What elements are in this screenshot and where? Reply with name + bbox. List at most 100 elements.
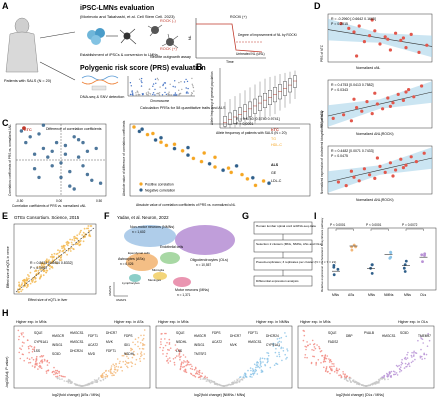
h-point <box>40 355 43 357</box>
c-ylabel-left: Correlation coefficients of PRS vs. norm… <box>8 124 12 196</box>
h-point <box>18 335 21 338</box>
h-point <box>189 367 192 370</box>
h-point <box>54 369 57 372</box>
d-point <box>420 84 424 88</box>
e-point <box>83 227 86 230</box>
manhattan-point <box>169 94 171 96</box>
h-point <box>96 379 98 381</box>
h-point <box>390 370 393 373</box>
h-point <box>389 372 391 375</box>
h-point <box>63 380 66 382</box>
h-point <box>139 357 141 360</box>
umap-cluster-lymph <box>129 274 141 282</box>
c-right-point <box>202 150 207 156</box>
d-stats-r: R = 0.4753 [0.0413 0.7582] <box>331 83 374 87</box>
manhattan-point <box>154 94 156 96</box>
d-point <box>425 43 429 47</box>
h-point <box>143 334 145 337</box>
h-point <box>316 344 318 346</box>
h-point <box>206 378 208 381</box>
h-point <box>101 373 104 375</box>
h-point <box>392 370 395 373</box>
h-point <box>22 332 24 334</box>
manhattan-point <box>174 86 176 88</box>
h-point <box>94 381 96 383</box>
h-point <box>185 371 188 374</box>
e-point <box>48 259 50 261</box>
c-label-als: ALS <box>271 163 279 167</box>
f-count-as: n = 6,026 <box>120 262 134 266</box>
h-point <box>34 365 36 368</box>
c-legend: Positive correlation Negative correlatio… <box>139 182 175 193</box>
panel-a-letter: A <box>2 1 9 11</box>
h-point <box>338 374 340 377</box>
manhattan-point <box>178 81 180 84</box>
e-point <box>65 243 68 246</box>
d-regression-line <box>327 29 433 47</box>
h-point <box>32 358 35 361</box>
h-point <box>56 369 58 372</box>
h-gene-label: ACAT2 <box>212 340 222 344</box>
h-point <box>238 380 240 383</box>
h-point <box>140 351 143 353</box>
e-point <box>27 274 29 276</box>
h-point <box>251 376 253 378</box>
h-point <box>179 358 181 361</box>
h-point <box>284 332 286 334</box>
e-point <box>24 285 26 287</box>
dna-icon <box>81 75 119 91</box>
h-point <box>172 358 175 360</box>
h-point <box>388 371 391 373</box>
h-point <box>256 366 259 368</box>
c-left-point <box>32 167 37 171</box>
h-point <box>119 360 121 363</box>
manhattan-plot <box>127 76 195 97</box>
manhattan-point <box>155 82 157 85</box>
h-point <box>272 342 275 345</box>
c-right-point <box>212 155 218 160</box>
h-point <box>35 357 38 360</box>
h-point <box>396 365 399 368</box>
box <box>238 107 242 122</box>
e-title: GTEx Consortium. Science, 2015 <box>14 215 80 220</box>
i-point <box>350 248 354 252</box>
h-point <box>322 361 325 363</box>
h-point <box>56 375 59 378</box>
c-label-tg: TG <box>271 137 276 141</box>
manhattan-point <box>164 82 167 84</box>
h-point <box>220 384 222 387</box>
c-right-point <box>212 164 218 170</box>
h-point <box>346 380 349 382</box>
box <box>268 90 272 106</box>
h-point <box>201 375 203 378</box>
h-point <box>204 378 206 381</box>
d-ylabel: PRS of hTC <box>320 110 324 128</box>
h-point <box>258 366 261 369</box>
chromosome-label: Chromosome <box>150 99 169 103</box>
h-point <box>324 360 327 363</box>
e-point <box>87 225 90 227</box>
h-point <box>286 348 288 350</box>
h-gene-label: DHCR24 <box>70 349 83 353</box>
h-point <box>333 363 335 365</box>
arrow <box>39 31 76 81</box>
box <box>228 112 232 125</box>
h-point <box>320 350 323 352</box>
e-point <box>38 277 41 280</box>
c-left-points <box>19 123 103 191</box>
e-point <box>49 256 52 258</box>
c-right-point <box>164 143 169 148</box>
d-point <box>370 112 374 116</box>
i-pval-1: P < 0.0001 <box>366 223 382 227</box>
h-point <box>178 355 180 357</box>
e-point <box>40 266 43 269</box>
h-point <box>29 345 31 347</box>
h-gene-label: TMEM97 <box>418 334 431 338</box>
h-point <box>256 364 258 366</box>
h-point <box>399 366 402 369</box>
h-point <box>231 383 233 386</box>
c-xlabel-right: Absolute value of correlation coefficien… <box>136 203 236 207</box>
h-point <box>98 377 100 379</box>
h-frame <box>155 325 293 389</box>
h-point <box>324 354 327 356</box>
